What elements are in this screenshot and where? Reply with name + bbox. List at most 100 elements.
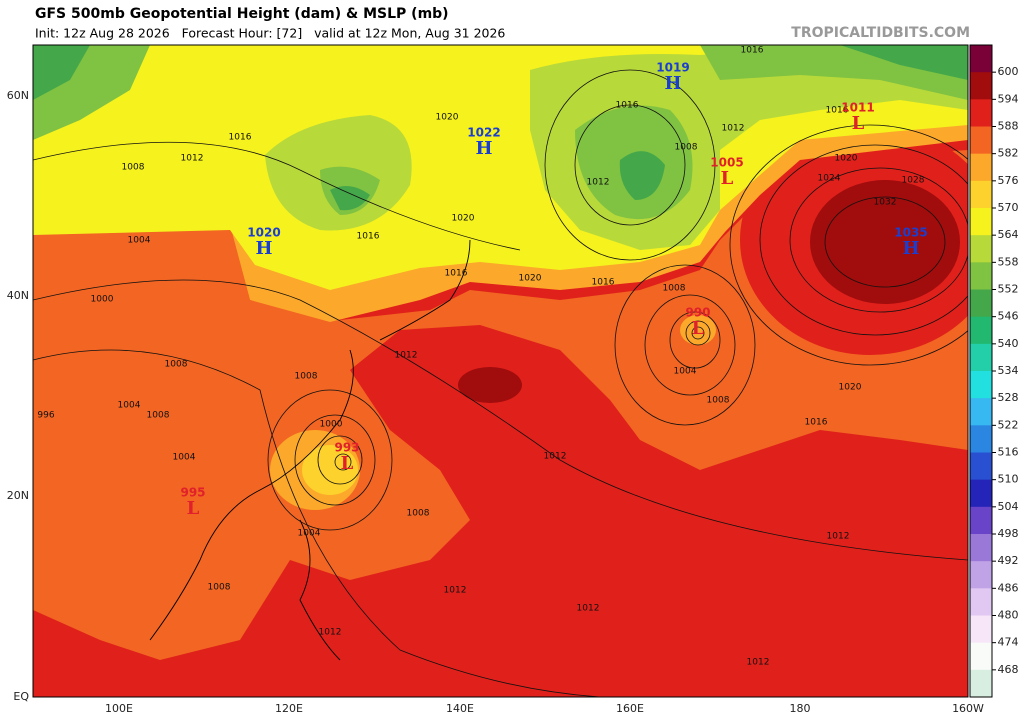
isobar-label: 1024 — [818, 174, 841, 184]
isobar-label: 996 — [37, 411, 54, 421]
lat-label: EQ — [13, 690, 29, 703]
isobar-label: 1008 — [147, 411, 170, 421]
height-fill — [810, 180, 960, 304]
isobar-label: 1016 — [357, 232, 380, 242]
colorbar-swatch — [970, 72, 992, 100]
colorbar-label: 474 — [998, 636, 1019, 649]
colorbar-swatch — [970, 371, 992, 399]
colorbar-swatch — [970, 561, 992, 589]
colorbar-swatch — [970, 316, 992, 345]
isobar-label: 1032 — [874, 198, 897, 208]
colorbar-label: 576 — [998, 174, 1019, 187]
center-symbol: H — [255, 238, 272, 259]
site-name: TROPICALTIDBITS.COM — [791, 25, 970, 41]
colorbar-swatch — [970, 180, 992, 209]
lon-label: 180 — [790, 702, 811, 715]
isobar-label: 1008 — [663, 284, 686, 294]
colorbar-label: 594 — [998, 92, 1019, 105]
isobar-label: 1012 — [181, 154, 204, 164]
isobar-label: 1008 — [675, 143, 698, 153]
colorbar-label: 528 — [998, 391, 1019, 404]
isobar-label: 1000 — [320, 420, 343, 430]
lon-label: 140E — [446, 702, 474, 715]
isobar-label: 1020 — [835, 154, 858, 164]
isobar-label: 1016 — [741, 46, 764, 56]
isobar-label: 1012 — [577, 604, 600, 614]
isobar-label: 1020 — [436, 113, 459, 123]
colorbar-swatch — [970, 506, 992, 535]
isobar-label: 1016 — [826, 106, 849, 116]
subtitle: Init: 12z Aug 28 2026 Forecast Hour: [72… — [35, 26, 505, 41]
center-pressure: 990 — [685, 306, 710, 320]
lon-label: 100E — [105, 702, 133, 715]
coastline — [149, 239, 471, 661]
colorbar-label: 510 — [998, 473, 1019, 486]
colorbar-swatch — [970, 479, 992, 508]
isobar-label: 1012 — [747, 658, 770, 668]
colorbar-label: 492 — [998, 554, 1019, 567]
isobar-label: 1012 — [722, 124, 745, 134]
center-pressure: 1019 — [656, 61, 689, 75]
colorbar-label: 588 — [998, 120, 1019, 133]
center-symbol: L — [852, 113, 865, 134]
isobar-label: 1008 — [295, 372, 318, 382]
lat-label: 60N — [7, 89, 29, 102]
colorbar-label: 486 — [998, 581, 1019, 594]
height-fill — [33, 150, 968, 660]
isobar-label: 1012 — [319, 628, 342, 638]
isobar-label: 1012 — [827, 532, 850, 542]
isobar-label: 1004 — [173, 453, 196, 463]
center-symbol: L — [341, 453, 354, 474]
lat-label: 20N — [7, 489, 29, 502]
colorbar-label: 522 — [998, 418, 1019, 431]
colorbar-label: 516 — [998, 446, 1019, 459]
colorbar-swatch — [970, 235, 992, 263]
colorbar-swatch — [970, 669, 992, 698]
isobar-label: 1020 — [452, 214, 475, 224]
lon-label: 160E — [616, 702, 644, 715]
colorbar-swatch — [970, 45, 992, 73]
isobar-label: 1016 — [592, 278, 615, 288]
isobar-label: 1016 — [229, 133, 252, 143]
isobar-label: 1016 — [616, 101, 639, 111]
colorbar-swatch — [970, 99, 992, 127]
center-pressure: 1022 — [467, 126, 500, 140]
colorbar-label: 570 — [998, 201, 1019, 214]
center-pressure: 1035 — [894, 226, 927, 240]
isobar-label: 1004 — [298, 529, 321, 539]
center-symbol: L — [721, 168, 734, 189]
isobar-label: 1012 — [544, 452, 567, 462]
colorbar-label: 582 — [998, 147, 1019, 160]
colorbar-label: 468 — [998, 663, 1019, 676]
colorbar-swatch — [970, 153, 992, 182]
center-symbol: H — [902, 238, 919, 259]
colorbar-label: 558 — [998, 255, 1019, 268]
map — [32, 44, 969, 698]
center-symbol: H — [475, 138, 492, 159]
lon-label: 160W — [952, 702, 984, 715]
isobar-label: 1004 — [118, 401, 141, 411]
colorbar-swatch — [970, 615, 992, 644]
colorbar-label: 600 — [998, 65, 1019, 78]
colorbar-swatch — [970, 588, 992, 616]
colorbar-label: 540 — [998, 337, 1019, 350]
center-pressure: 995 — [180, 486, 205, 500]
colorbar-label: 534 — [998, 364, 1019, 377]
isobars — [33, 69, 968, 697]
colorbar-label: 564 — [998, 228, 1019, 241]
center-symbol: H — [664, 73, 681, 94]
colorbar-label: 504 — [998, 500, 1019, 513]
colorbar-swatch — [970, 425, 992, 453]
colorbar-label: 552 — [998, 283, 1019, 296]
colorbar-swatch — [970, 452, 992, 481]
isobar-label: 1020 — [839, 383, 862, 393]
isobar-label: 1008 — [208, 583, 231, 593]
isobar-label: 1012 — [587, 178, 610, 188]
center-pressure: 1005 — [710, 156, 743, 170]
colorbar-swatch — [970, 642, 992, 671]
isobar-label: 1008 — [407, 509, 430, 519]
center-symbol: L — [187, 498, 200, 519]
colorbar-swatch — [970, 289, 992, 318]
colorbar-swatch — [970, 398, 992, 426]
